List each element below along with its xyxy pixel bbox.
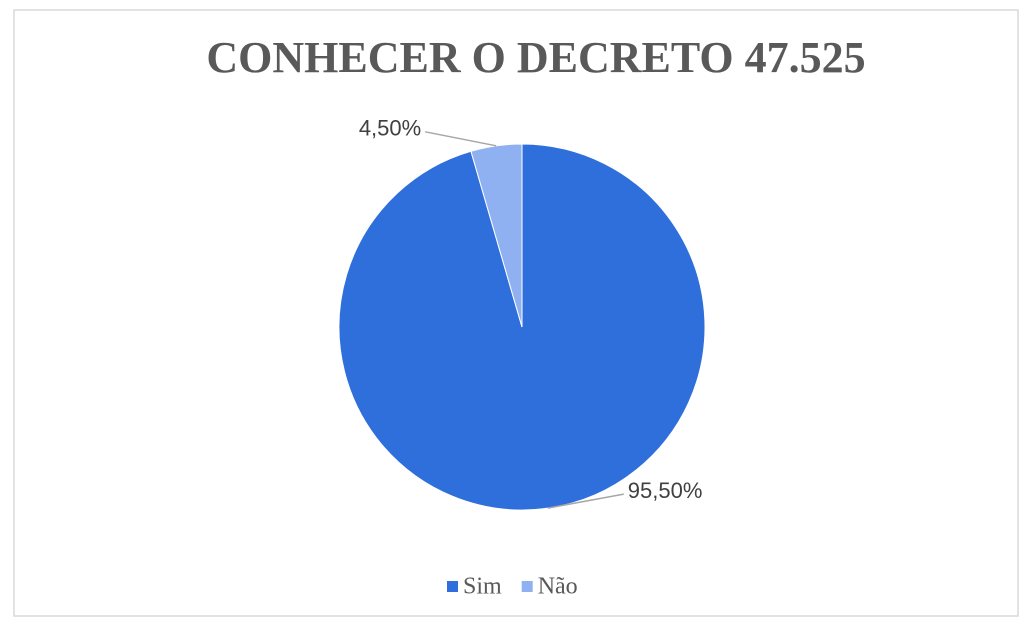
legend-swatch [521, 581, 533, 592]
chart-title: CONHECER O DECRETO 47.525 [206, 33, 865, 82]
data-label: 4,50% [359, 116, 421, 141]
leader-line [425, 131, 497, 147]
legend-label: Não [538, 574, 578, 600]
legend-label: Sim [463, 574, 502, 600]
data-label: 95,50% [628, 478, 703, 503]
leader-line [547, 493, 624, 509]
pie-slice [470, 143, 523, 328]
legend-swatch [447, 581, 458, 592]
